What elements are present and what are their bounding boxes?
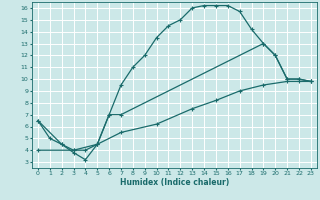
X-axis label: Humidex (Indice chaleur): Humidex (Indice chaleur)	[120, 178, 229, 187]
